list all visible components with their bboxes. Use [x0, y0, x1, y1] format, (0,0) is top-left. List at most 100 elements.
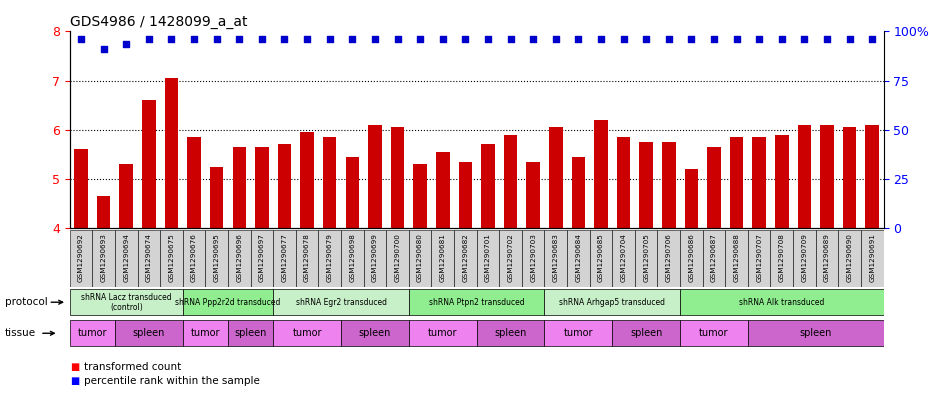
- Bar: [432, 230, 454, 287]
- Text: ■: ■: [70, 362, 79, 373]
- Text: transformed count: transformed count: [84, 362, 181, 373]
- Bar: [820, 125, 834, 228]
- Text: GSM1290696: GSM1290696: [236, 233, 243, 282]
- Bar: [454, 230, 476, 287]
- Text: spleen: spleen: [495, 328, 526, 338]
- Point: [661, 36, 676, 42]
- Bar: [684, 169, 698, 228]
- Text: shRNA Arhgap5 transduced: shRNA Arhgap5 transduced: [559, 298, 665, 307]
- Point: [73, 36, 88, 42]
- Text: tumor: tumor: [292, 328, 322, 338]
- Point: [571, 36, 586, 42]
- Text: GSM1290704: GSM1290704: [620, 233, 627, 282]
- Text: GSM1290678: GSM1290678: [304, 233, 310, 282]
- Bar: [409, 320, 476, 346]
- Point: [639, 36, 654, 42]
- Bar: [228, 320, 273, 346]
- Bar: [843, 127, 857, 228]
- Point: [843, 36, 857, 42]
- Text: GSM1290680: GSM1290680: [418, 233, 423, 282]
- Text: shRNA Alk transduced: shRNA Alk transduced: [739, 298, 825, 307]
- Bar: [119, 164, 133, 228]
- Point: [119, 40, 134, 47]
- Point: [458, 36, 472, 42]
- Text: GSM1290681: GSM1290681: [440, 233, 445, 282]
- Text: percentile rank within the sample: percentile rank within the sample: [84, 376, 259, 386]
- Text: GSM1290707: GSM1290707: [756, 233, 763, 282]
- Text: GSM1290692: GSM1290692: [78, 233, 84, 282]
- Bar: [115, 320, 183, 346]
- Bar: [409, 230, 432, 287]
- Bar: [504, 134, 517, 228]
- Bar: [391, 127, 405, 228]
- Text: spleen: spleen: [133, 328, 165, 338]
- Bar: [323, 137, 337, 228]
- Text: GSM1290682: GSM1290682: [462, 233, 469, 282]
- Bar: [770, 230, 793, 287]
- Text: shRNA Ptpn2 transduced: shRNA Ptpn2 transduced: [429, 298, 525, 307]
- Text: GSM1290676: GSM1290676: [191, 233, 197, 282]
- Bar: [798, 125, 811, 228]
- Text: spleen: spleen: [630, 328, 662, 338]
- Bar: [544, 230, 567, 287]
- Point: [187, 36, 202, 42]
- Bar: [866, 125, 879, 228]
- Bar: [612, 230, 635, 287]
- Bar: [413, 164, 427, 228]
- Point: [797, 36, 812, 42]
- Text: GSM1290683: GSM1290683: [552, 233, 559, 282]
- Bar: [386, 230, 409, 287]
- Text: GSM1290684: GSM1290684: [576, 233, 581, 282]
- Text: tumor: tumor: [428, 328, 458, 338]
- Bar: [183, 290, 273, 315]
- Bar: [115, 230, 138, 287]
- Bar: [499, 230, 522, 287]
- Text: GSM1290689: GSM1290689: [824, 233, 830, 282]
- Point: [525, 36, 540, 42]
- Bar: [793, 230, 816, 287]
- Point: [707, 36, 722, 42]
- Text: GSM1290706: GSM1290706: [666, 233, 671, 282]
- Bar: [572, 157, 585, 228]
- Text: protocol: protocol: [5, 297, 47, 307]
- Bar: [635, 230, 658, 287]
- Bar: [748, 230, 770, 287]
- Bar: [70, 320, 115, 346]
- Text: GSM1290697: GSM1290697: [259, 233, 265, 282]
- Bar: [187, 137, 201, 228]
- Text: spleen: spleen: [359, 328, 392, 338]
- Bar: [341, 320, 409, 346]
- Text: shRNA Ppp2r2d transduced: shRNA Ppp2r2d transduced: [175, 298, 281, 307]
- Bar: [250, 230, 273, 287]
- Bar: [680, 290, 884, 315]
- Bar: [206, 230, 228, 287]
- Text: GSM1290687: GSM1290687: [711, 233, 717, 282]
- Point: [96, 46, 111, 52]
- Text: GSM1290695: GSM1290695: [214, 233, 219, 282]
- Bar: [526, 162, 540, 228]
- Bar: [278, 144, 291, 228]
- Bar: [273, 290, 409, 315]
- Point: [390, 36, 405, 42]
- Bar: [680, 230, 703, 287]
- Bar: [590, 230, 612, 287]
- Bar: [436, 152, 449, 228]
- Bar: [228, 230, 250, 287]
- Bar: [296, 230, 318, 287]
- Text: spleen: spleen: [234, 328, 267, 338]
- Bar: [232, 147, 246, 228]
- Text: tissue: tissue: [5, 328, 35, 338]
- Point: [345, 36, 360, 42]
- Bar: [549, 127, 563, 228]
- Text: tumor: tumor: [77, 328, 107, 338]
- Bar: [142, 100, 155, 228]
- Bar: [273, 320, 341, 346]
- Point: [751, 36, 766, 42]
- Point: [819, 36, 834, 42]
- Point: [616, 36, 631, 42]
- Bar: [255, 147, 269, 228]
- Bar: [861, 230, 884, 287]
- Bar: [748, 320, 884, 346]
- Point: [277, 36, 292, 42]
- Point: [435, 36, 450, 42]
